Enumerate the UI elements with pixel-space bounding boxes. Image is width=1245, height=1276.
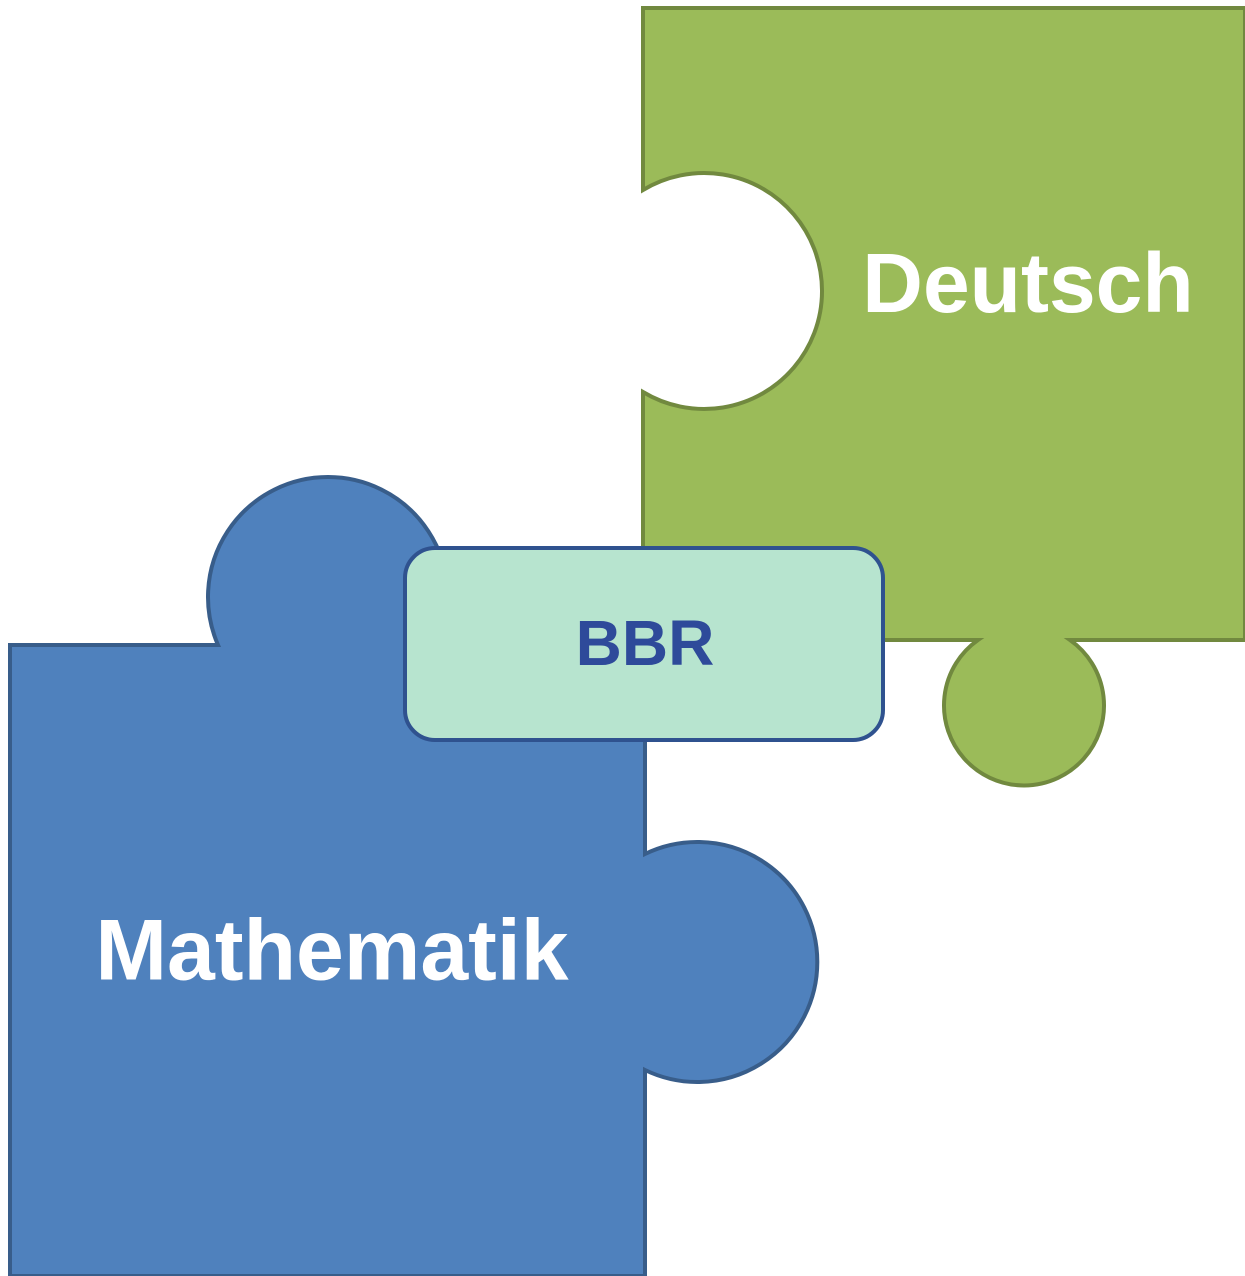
mathematik-label: Mathematik xyxy=(95,903,568,999)
center-label: BBR xyxy=(576,607,715,679)
deutsch-label: Deutsch xyxy=(862,236,1193,330)
diagram: Deutsch Mathematik BBR xyxy=(0,0,1245,1276)
page: Deutsch Mathematik BBR (() => { const da… xyxy=(0,0,1245,1276)
